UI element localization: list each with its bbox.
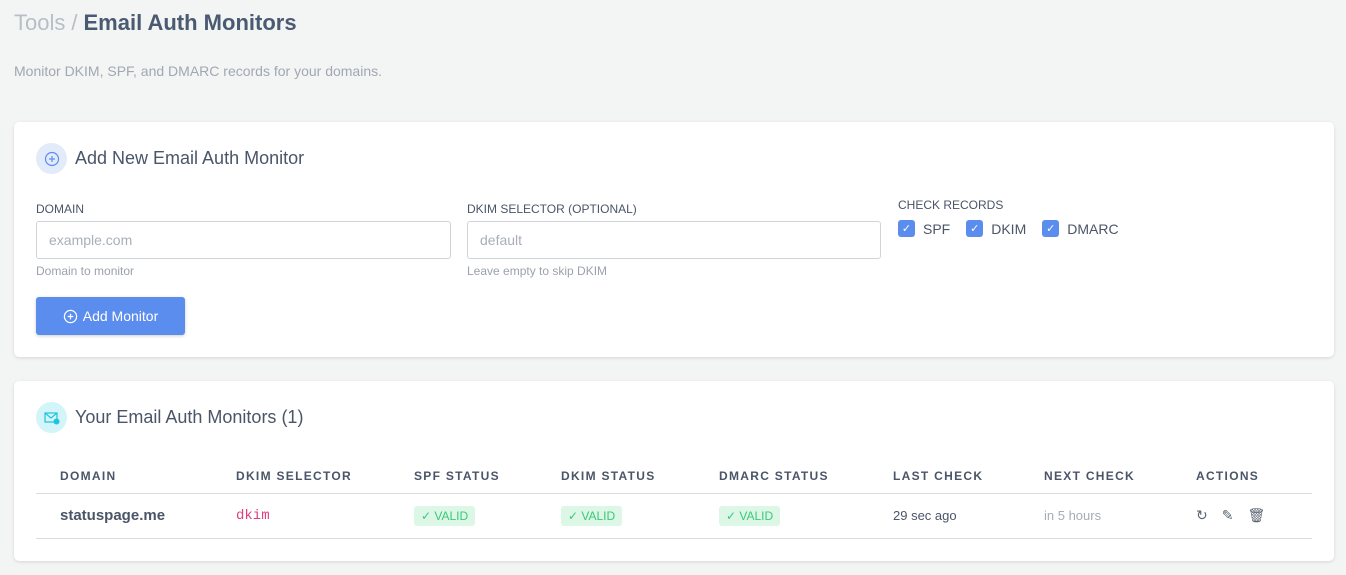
page-title: Email Auth Monitors xyxy=(83,10,297,35)
column-header: ACTIONS xyxy=(1172,459,1312,494)
plus-circle-icon xyxy=(63,309,77,323)
add-monitor-title: Add New Email Auth Monitor xyxy=(75,148,305,168)
checkbox-label: DMARC xyxy=(1067,220,1119,237)
monitors-table: DOMAIN DKIM SELECTOR SPF STATUS DKIM STA… xyxy=(36,459,1312,539)
add-monitor-header: Add New Email Auth Monitor xyxy=(36,143,304,174)
dkim-status-badge: ✓ VALID xyxy=(561,505,623,526)
column-header: DOMAIN xyxy=(36,459,212,494)
breadcrumb-parent[interactable]: Tools xyxy=(14,10,66,35)
last-check-cell: 29 sec ago xyxy=(869,493,1020,539)
check-icon[interactable]: ✓ xyxy=(1042,220,1060,237)
column-header: SPF STATUS xyxy=(390,459,537,494)
plus-circle-icon xyxy=(36,143,67,174)
breadcrumb: Tools / Email Auth Monitors xyxy=(14,10,297,36)
monitors-title: Your Email Auth Monitors (1) xyxy=(75,407,304,427)
check-icon[interactable]: ✓ xyxy=(966,220,984,237)
add-monitor-card: Add New Email Auth Monitor DOMAIN Domain… xyxy=(14,122,1334,357)
trash-icon[interactable]: 🗑 xyxy=(1247,507,1266,523)
check-records-label: CHECK RECORDS xyxy=(898,198,1004,212)
dkim-selector-input[interactable] xyxy=(467,221,881,259)
checkbox-label: SPF xyxy=(923,220,951,237)
dmarc-status-badge: ✓ VALID xyxy=(719,505,781,526)
table-row: statuspage.me dkim ✓ VALID ✓ VALID ✓ VAL… xyxy=(36,493,1312,539)
column-header: LAST CHECK xyxy=(869,459,1020,494)
column-header: DKIM SELECTOR xyxy=(212,459,390,494)
add-monitor-label: Add Monitor xyxy=(82,308,159,324)
domain-input[interactable] xyxy=(36,221,451,259)
add-monitor-button[interactable]: Add Monitor xyxy=(36,297,185,335)
monitors-card: Your Email Auth Monitors (1) DOMAIN DKIM… xyxy=(14,381,1334,561)
check-icon[interactable]: ✓ xyxy=(898,220,915,237)
domain-help: Domain to monitor xyxy=(36,264,135,278)
actions-cell: ↻ ✎ 🗑 xyxy=(1172,493,1312,539)
checkbox-label: DKIM xyxy=(991,220,1027,237)
selector-label: DKIM SELECTOR (OPTIONAL) xyxy=(467,202,637,216)
monitors-header: Your Email Auth Monitors (1) xyxy=(36,402,303,433)
edit-icon[interactable]: ✎ xyxy=(1221,507,1234,523)
checkbox-dmarc[interactable]: ✓ DMARC xyxy=(1042,220,1119,237)
breadcrumb-separator: / xyxy=(71,10,78,35)
column-header: NEXT CHECK xyxy=(1020,459,1172,494)
check-records-group: ✓ SPF ✓ DKIM ✓ DMARC xyxy=(898,220,1119,237)
selector-cell: dkim xyxy=(236,508,270,524)
checkbox-dkim[interactable]: ✓ DKIM xyxy=(966,220,1026,237)
domain-cell: statuspage.me xyxy=(36,493,212,539)
checkbox-spf[interactable]: ✓ SPF xyxy=(898,220,950,237)
spf-status-badge: ✓ VALID xyxy=(414,505,476,526)
selector-help: Leave empty to skip DKIM xyxy=(467,264,608,278)
column-header: DKIM STATUS xyxy=(537,459,695,494)
refresh-icon[interactable]: ↻ xyxy=(1196,507,1208,523)
next-check-cell: in 5 hours xyxy=(1020,493,1172,539)
page-subtitle: Monitor DKIM, SPF, and DMARC records for… xyxy=(14,63,383,79)
table-header-row: DOMAIN DKIM SELECTOR SPF STATUS DKIM STA… xyxy=(36,459,1312,494)
column-header: DMARC STATUS xyxy=(695,459,869,494)
domain-label: DOMAIN xyxy=(36,202,84,216)
envelope-check-icon xyxy=(36,402,67,433)
